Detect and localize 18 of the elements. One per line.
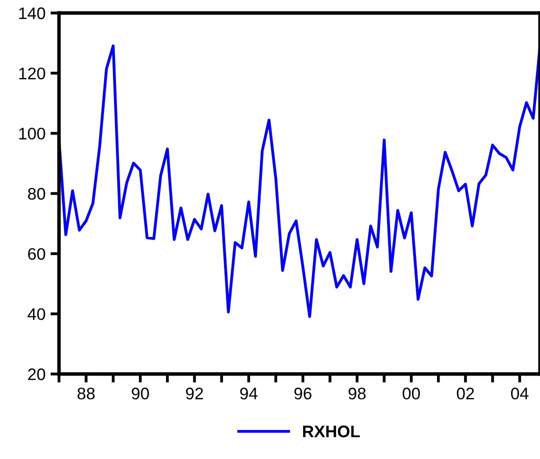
x-tick-label: 02 — [456, 388, 474, 400]
legend-label: RXHOL — [303, 426, 360, 438]
y-tick-label: 60 — [28, 248, 46, 260]
x-tick-label: 98 — [348, 388, 366, 400]
line-series — [59, 44, 540, 318]
x-tick-label: 90 — [132, 388, 149, 400]
y-tick-label: 20 — [28, 368, 46, 380]
y-tick-label: 140 — [19, 7, 46, 20]
x-tick-label: 00 — [402, 388, 420, 400]
x-tick-label: 04 — [511, 388, 528, 400]
y-tick-label: 120 — [19, 68, 46, 80]
y-tick-label: 80 — [28, 188, 46, 200]
x-tick-label: 94 — [240, 388, 258, 400]
x-tick-label: 92 — [186, 388, 203, 400]
y-tick-label: 40 — [28, 308, 46, 320]
x-tick-label: 88 — [78, 388, 95, 400]
x-tick-label: 96 — [294, 388, 312, 400]
y-tick-label: 100 — [19, 128, 46, 140]
